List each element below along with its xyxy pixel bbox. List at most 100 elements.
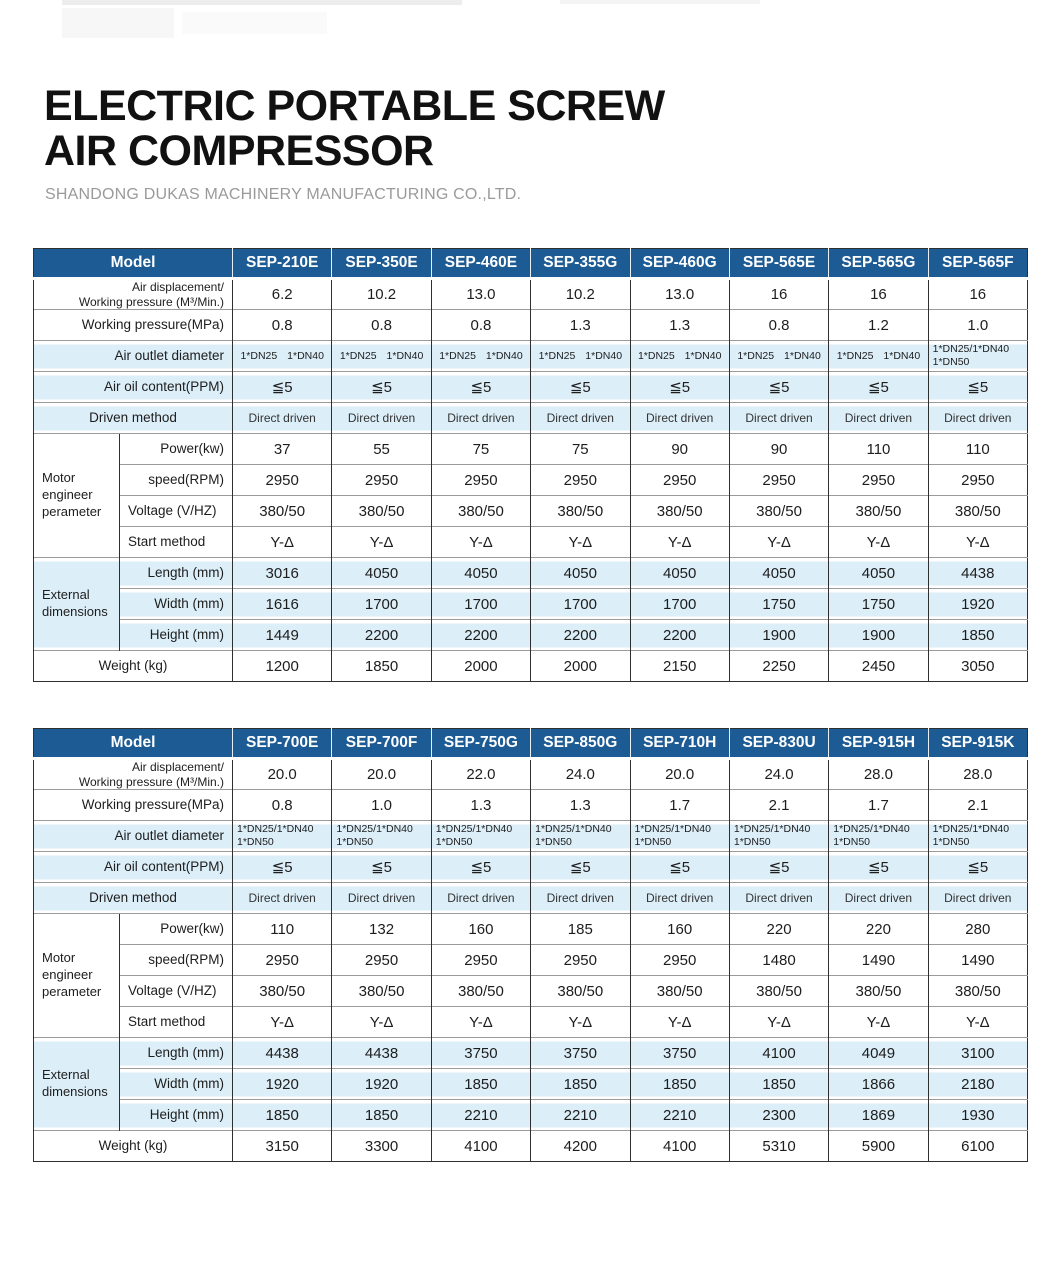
- row-start-method: Start method Y-Δ Y-Δ Y-Δ Y-Δ Y-Δ Y-Δ Y-Δ Y-Δ: [34, 1006, 1028, 1038]
- cell-start-method: Y-Δ: [728, 1006, 829, 1038]
- cell-height: 1900: [828, 619, 929, 651]
- row-air-oil-content: Air oil content(PPM) ≦5 ≦5 ≦5 ≦5 ≦5 ≦5 ≦5 ≦5: [33, 851, 1028, 883]
- row-height: Height (mm) 1449 2200 2200 2200 2200 1900 1900 1…: [34, 619, 1028, 651]
- cell-start-method: Y-Δ: [530, 1006, 630, 1038]
- row-power: Motor engineer perameter Power(kw) 110 132 1…: [33, 913, 1028, 1038]
- model-header: SEP-700F: [331, 728, 432, 760]
- cell-weight: 2450: [828, 650, 929, 682]
- cell-air-displacement: 20.0: [231, 758, 332, 790]
- cell-working-pressure: 1.3: [430, 789, 531, 821]
- cell-power: 55: [331, 433, 432, 465]
- cell-power: 110: [231, 913, 332, 945]
- cell-speed: 2950: [331, 464, 432, 496]
- cell-air-displacement: 28.0: [828, 758, 929, 790]
- cell-speed: 2950: [828, 464, 929, 496]
- group-label-motor: Motor engineer perameter: [33, 913, 120, 1038]
- cell-height: 1449: [231, 619, 332, 651]
- cell-weight: 2000: [530, 650, 630, 682]
- cell-length: 4050: [331, 557, 432, 589]
- cell-air-outlet-diameter: 1*DN25/1*DN40 1*DN50: [331, 820, 432, 852]
- model-header: SEP-565E: [728, 248, 829, 280]
- watermark-artifact: [62, 0, 462, 5]
- cell-height: 2210: [629, 1099, 730, 1131]
- cell-air-outlet-diameter: 1*DN25/1*DN40 1*DN50: [629, 820, 730, 852]
- cell-driven-method: Direct driven: [927, 882, 1028, 914]
- spec-table-2: Model SEP-700E SEP-700F SEP-750G SEP-850G SEP…: [33, 728, 1028, 1162]
- cell-air-outlet-diameter: 1*DN25/1*DN40 1*DN50: [828, 820, 929, 852]
- cell-width: 1750: [728, 588, 829, 620]
- cell-air-oil-content: ≦5: [430, 371, 531, 403]
- cell-speed: 1490: [927, 944, 1028, 976]
- cell-air-displacement: 16: [828, 278, 929, 310]
- row-label-width: Width (mm): [119, 588, 233, 620]
- cell-driven-method: Direct driven: [430, 402, 531, 434]
- row-driven-method: Driven method Direct driven Direct driven D…: [33, 402, 1028, 434]
- model-header: SEP-915K: [927, 728, 1028, 760]
- cell-speed: 2950: [530, 944, 630, 976]
- cell-driven-method: Direct driven: [530, 882, 630, 914]
- row-speed: speed(RPM) 2950 2950 2950 2950 2950 1480 1490 14…: [34, 944, 1028, 976]
- cell-voltage: 380/50: [430, 495, 531, 527]
- cell-start-method: Y-Δ: [530, 526, 630, 558]
- model-header: SEP-830U: [728, 728, 829, 760]
- cell-power: 90: [629, 433, 730, 465]
- cell-height: 1930: [927, 1099, 1028, 1131]
- cell-voltage: 380/50: [231, 975, 332, 1007]
- watermark-artifact: [182, 12, 327, 34]
- cell-height: 2300: [728, 1099, 829, 1131]
- cell-start-method: Y-Δ: [828, 1006, 929, 1038]
- cell-speed: 2950: [430, 464, 531, 496]
- cell-air-outlet-diameter: 1*DN25/1*DN40 1*DN50: [530, 820, 630, 852]
- cell-power: 280: [927, 913, 1028, 945]
- row-voltage: Voltage (V/HZ) 380/50 380/50 380/50 380/50 38…: [34, 495, 1028, 527]
- cell-driven-method: Direct driven: [629, 882, 730, 914]
- cell-air-oil-content: ≦5: [629, 851, 730, 883]
- cell-width: 1866: [828, 1068, 929, 1100]
- cell-start-method: Y-Δ: [331, 526, 432, 558]
- cell-length: 4438: [331, 1037, 432, 1069]
- cell-height: 2200: [331, 619, 432, 651]
- cell-power: 110: [828, 433, 929, 465]
- cell-air-outlet-diameter: 1*DN25 1*DN40: [430, 340, 531, 372]
- row-label-power: Power(kw): [119, 913, 233, 945]
- watermark-artifact: [560, 0, 760, 4]
- row-length: External dimensions Length (mm) 3016 4050 40…: [33, 557, 1028, 651]
- cell-width: 1700: [530, 588, 630, 620]
- cell-air-oil-content: ≦5: [430, 851, 531, 883]
- cell-length: 4050: [728, 557, 829, 589]
- cell-width: 1920: [331, 1068, 432, 1100]
- cell-length: 3100: [927, 1037, 1028, 1069]
- row-label-air-displacement: Air displacement/ Working pressure (M³/M…: [33, 278, 233, 310]
- cell-driven-method: Direct driven: [331, 402, 432, 434]
- model-header: SEP-750G: [430, 728, 531, 760]
- row-label-air-oil-content: Air oil content(PPM): [33, 851, 233, 883]
- cell-working-pressure: 1.0: [331, 789, 432, 821]
- cell-width: 1920: [927, 588, 1028, 620]
- cell-voltage: 380/50: [728, 975, 829, 1007]
- model-header: SEP-355G: [530, 248, 630, 280]
- model-header: SEP-460E: [430, 248, 531, 280]
- row-label-air-oil-content: Air oil content(PPM): [33, 371, 233, 403]
- cell-working-pressure: 1.7: [828, 789, 929, 821]
- row-working-pressure: Working pressure(MPa) 0.8 0.8 0.8 1.3 1.3 0.8 1…: [33, 309, 1028, 341]
- cell-width: 2180: [927, 1068, 1028, 1100]
- cell-air-displacement: 16: [927, 278, 1028, 310]
- cell-start-method: Y-Δ: [231, 526, 332, 558]
- row-working-pressure: Working pressure(MPa) 0.8 1.0 1.3 1.3 1.7 2.1 1…: [33, 789, 1028, 821]
- cell-weight: 4200: [530, 1130, 630, 1162]
- row-label-height: Height (mm): [119, 619, 233, 651]
- cell-start-method: Y-Δ: [430, 1006, 531, 1038]
- cell-weight: 3300: [331, 1130, 432, 1162]
- row-weight: Weight (kg) 1200 1850 2000 2000 2150 2250 2450 3…: [33, 650, 1028, 682]
- cell-air-outlet-diameter: 1*DN25/1*DN40 1*DN50: [927, 340, 1028, 372]
- cell-start-method: Y-Δ: [629, 526, 730, 558]
- cell-voltage: 380/50: [331, 495, 432, 527]
- row-air-oil-content: Air oil content(PPM) ≦5 ≦5 ≦5 ≦5 ≦5 ≦5 ≦5 ≦5: [33, 371, 1028, 403]
- row-label-working-pressure: Working pressure(MPa): [33, 309, 233, 341]
- row-height: Height (mm) 1850 1850 2210 2210 2210 2300 1869 1…: [34, 1099, 1028, 1131]
- cell-air-displacement: 24.0: [530, 758, 630, 790]
- cell-voltage: 380/50: [430, 975, 531, 1007]
- cell-working-pressure: 1.3: [530, 309, 630, 341]
- model-header: SEP-210E: [231, 248, 332, 280]
- cell-start-method: Y-Δ: [629, 1006, 730, 1038]
